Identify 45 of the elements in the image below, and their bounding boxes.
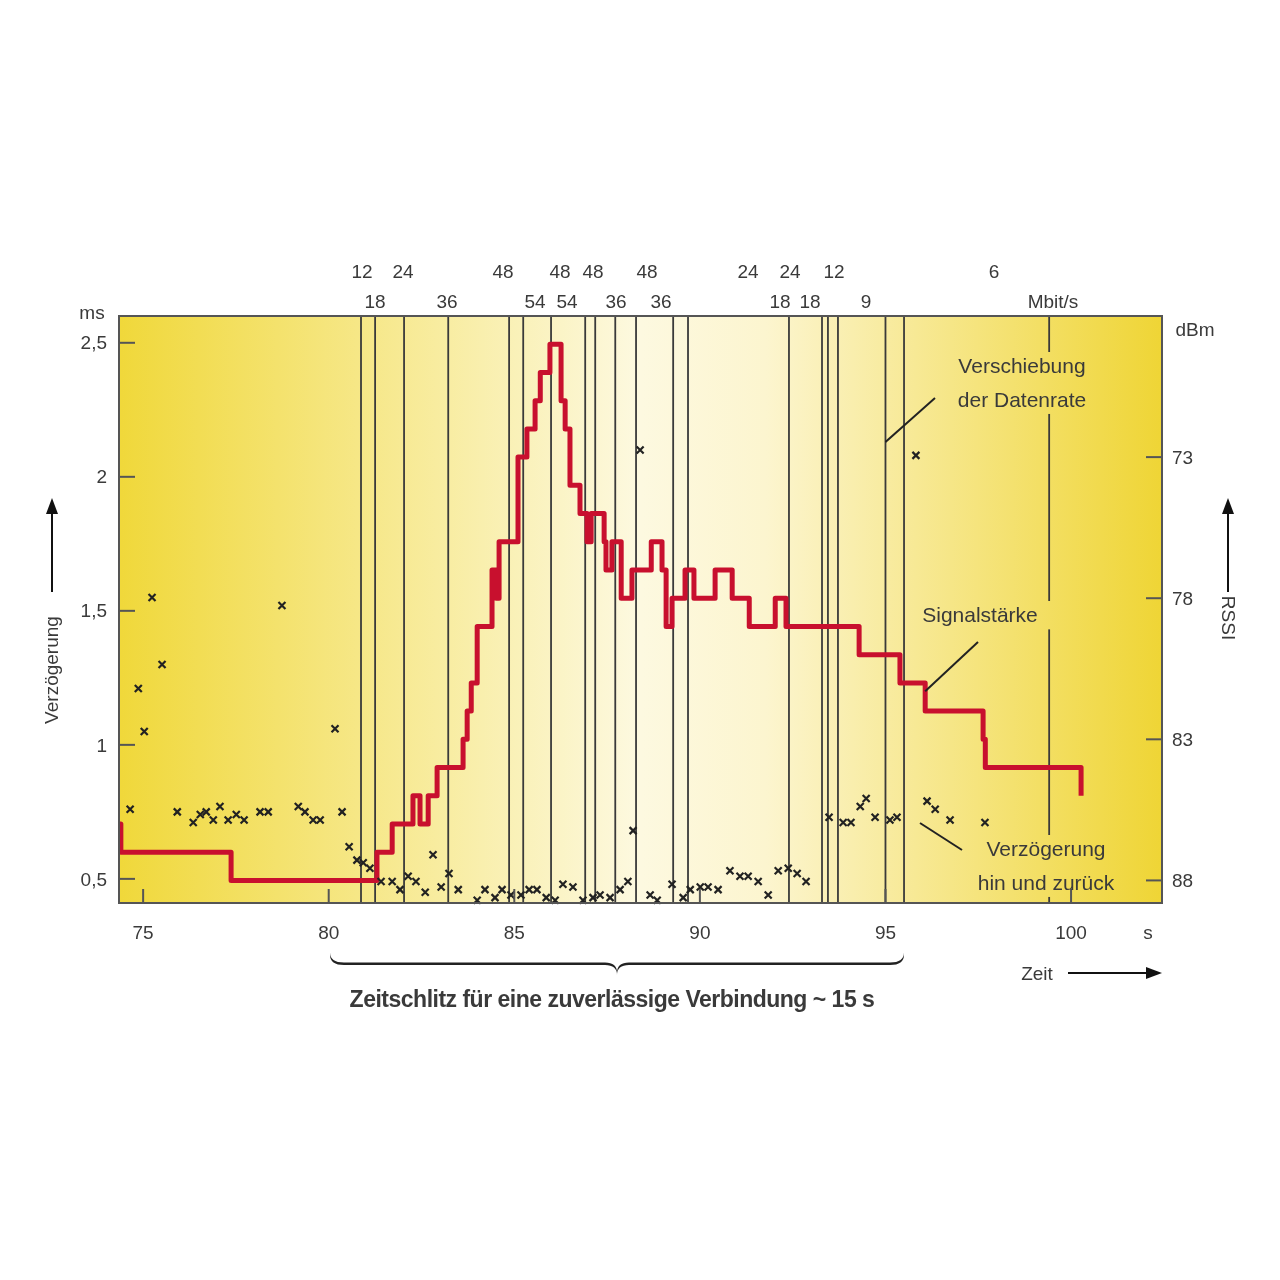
text: ms (79, 302, 105, 323)
text: 24 (392, 261, 414, 282)
y2-tick-label: 73 (1172, 446, 1194, 468)
text: 54 (556, 291, 578, 312)
y-tick-label: 1 (96, 734, 107, 756)
text: 9 (860, 291, 872, 312)
text: 48 (492, 261, 514, 282)
x-tick-label: 80 (318, 922, 340, 943)
text: s (1143, 922, 1153, 943)
x-tick-label: 90 (689, 922, 711, 943)
text: 54 (524, 291, 546, 312)
text: 24 (779, 261, 801, 282)
text: 18 (364, 291, 386, 312)
y-tick-label: 2 (96, 466, 107, 488)
y-tick-label: 0,5 (80, 868, 107, 890)
text: Zeitschlitz für eine zuverlässige Verbindung ~ 15 s (349, 986, 875, 1012)
text: 12 (351, 261, 373, 282)
text: 6 (988, 261, 1000, 282)
x-tick-label: 85 (503, 922, 525, 943)
y-tick-label: 1,5 (80, 600, 107, 622)
text: 18 (769, 291, 791, 312)
text: 18 (799, 291, 821, 312)
text: 48 (636, 261, 658, 282)
text: 36 (650, 291, 672, 312)
text: 36 (605, 291, 627, 312)
x-tick-label: 100 (1055, 922, 1087, 943)
annotation: Verzögerung hin und zurück (977, 837, 1115, 894)
y-axis-title: Verzögerung (41, 616, 62, 724)
y2-axis-title: RSSI (1218, 595, 1239, 641)
text: Mbit/s (1027, 291, 1079, 312)
y2-tick-label: 88 (1172, 870, 1194, 892)
text: 24 (737, 261, 759, 282)
x-tick-label: 75 (132, 922, 154, 943)
x-tick-label: 95 (874, 922, 897, 943)
annotation: Signalstärke (922, 603, 1038, 626)
text: 36 (436, 291, 458, 312)
y2-tick-label: 78 (1172, 587, 1194, 609)
text: 12 (823, 261, 845, 282)
text: dBm (1175, 319, 1215, 340)
text: 48 (582, 261, 604, 282)
annotation: Verschiebung der Datenrate (957, 354, 1087, 411)
y-tick-label: 2,5 (80, 332, 107, 354)
text: 48 (549, 261, 571, 282)
x-axis-title: Zeit (1021, 963, 1054, 984)
y2-tick-label: 83 (1172, 728, 1194, 750)
